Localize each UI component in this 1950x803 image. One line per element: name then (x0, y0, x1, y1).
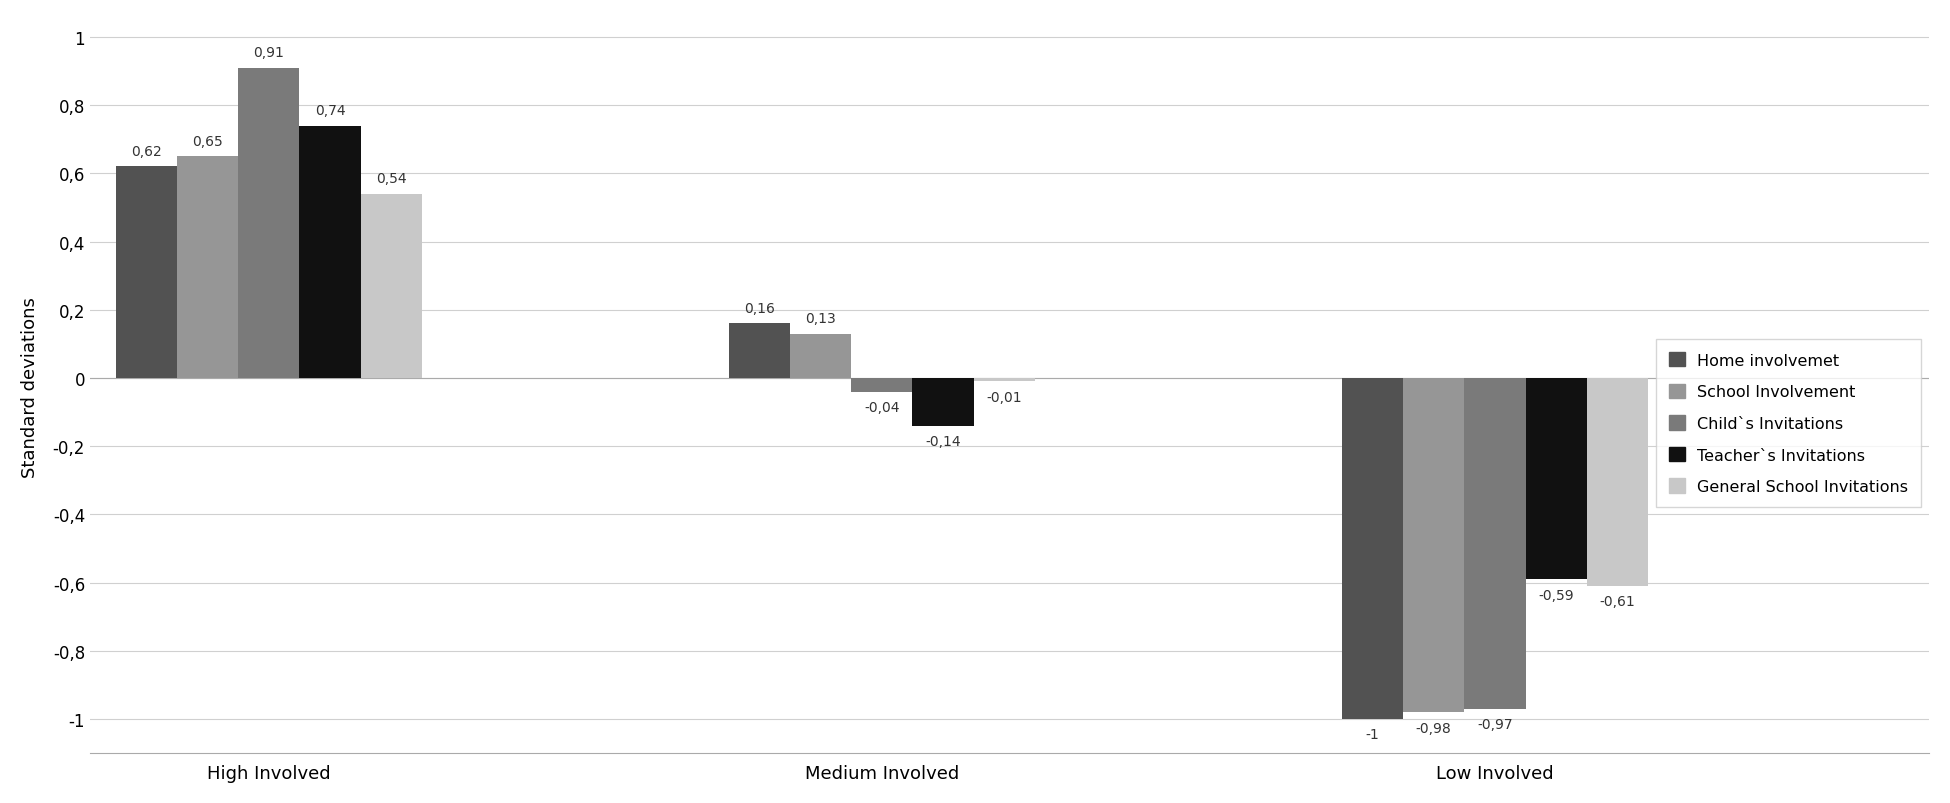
Bar (913, 378, 973, 426)
Text: -0,01: -0,01 (987, 390, 1022, 405)
Text: 0,91: 0,91 (254, 46, 285, 60)
Text: -0,61: -0,61 (1599, 595, 1636, 609)
Bar (852, 378, 913, 392)
Bar (361, 194, 421, 378)
Bar (1587, 378, 1648, 586)
Bar (790, 334, 852, 378)
Bar (115, 167, 177, 378)
Text: -1: -1 (1365, 728, 1379, 741)
Bar (973, 378, 1035, 382)
Text: 0,13: 0,13 (805, 312, 837, 326)
Bar (238, 68, 300, 378)
Text: 0,65: 0,65 (193, 135, 222, 149)
Bar (729, 324, 790, 378)
Text: 0,16: 0,16 (743, 301, 774, 316)
Bar (1464, 378, 1525, 709)
Bar (1342, 378, 1402, 719)
Bar (1525, 378, 1587, 580)
Text: -0,98: -0,98 (1416, 721, 1451, 735)
Text: -0,04: -0,04 (864, 401, 899, 414)
Text: 0,62: 0,62 (131, 145, 162, 159)
Text: -0,14: -0,14 (926, 434, 961, 449)
Text: 0,74: 0,74 (314, 104, 345, 118)
Text: -0,97: -0,97 (1476, 717, 1513, 732)
Y-axis label: Standard deviations: Standard deviations (21, 296, 39, 477)
Text: -0,59: -0,59 (1539, 588, 1574, 602)
Legend: Home involvemet, School Involvement, Child`s Invitations, Teacher`s Invitations,: Home involvemet, School Involvement, Chi… (1656, 340, 1921, 507)
Bar (1402, 378, 1464, 712)
Text: 0,54: 0,54 (376, 172, 408, 186)
Bar (177, 157, 238, 378)
Bar (300, 126, 361, 378)
